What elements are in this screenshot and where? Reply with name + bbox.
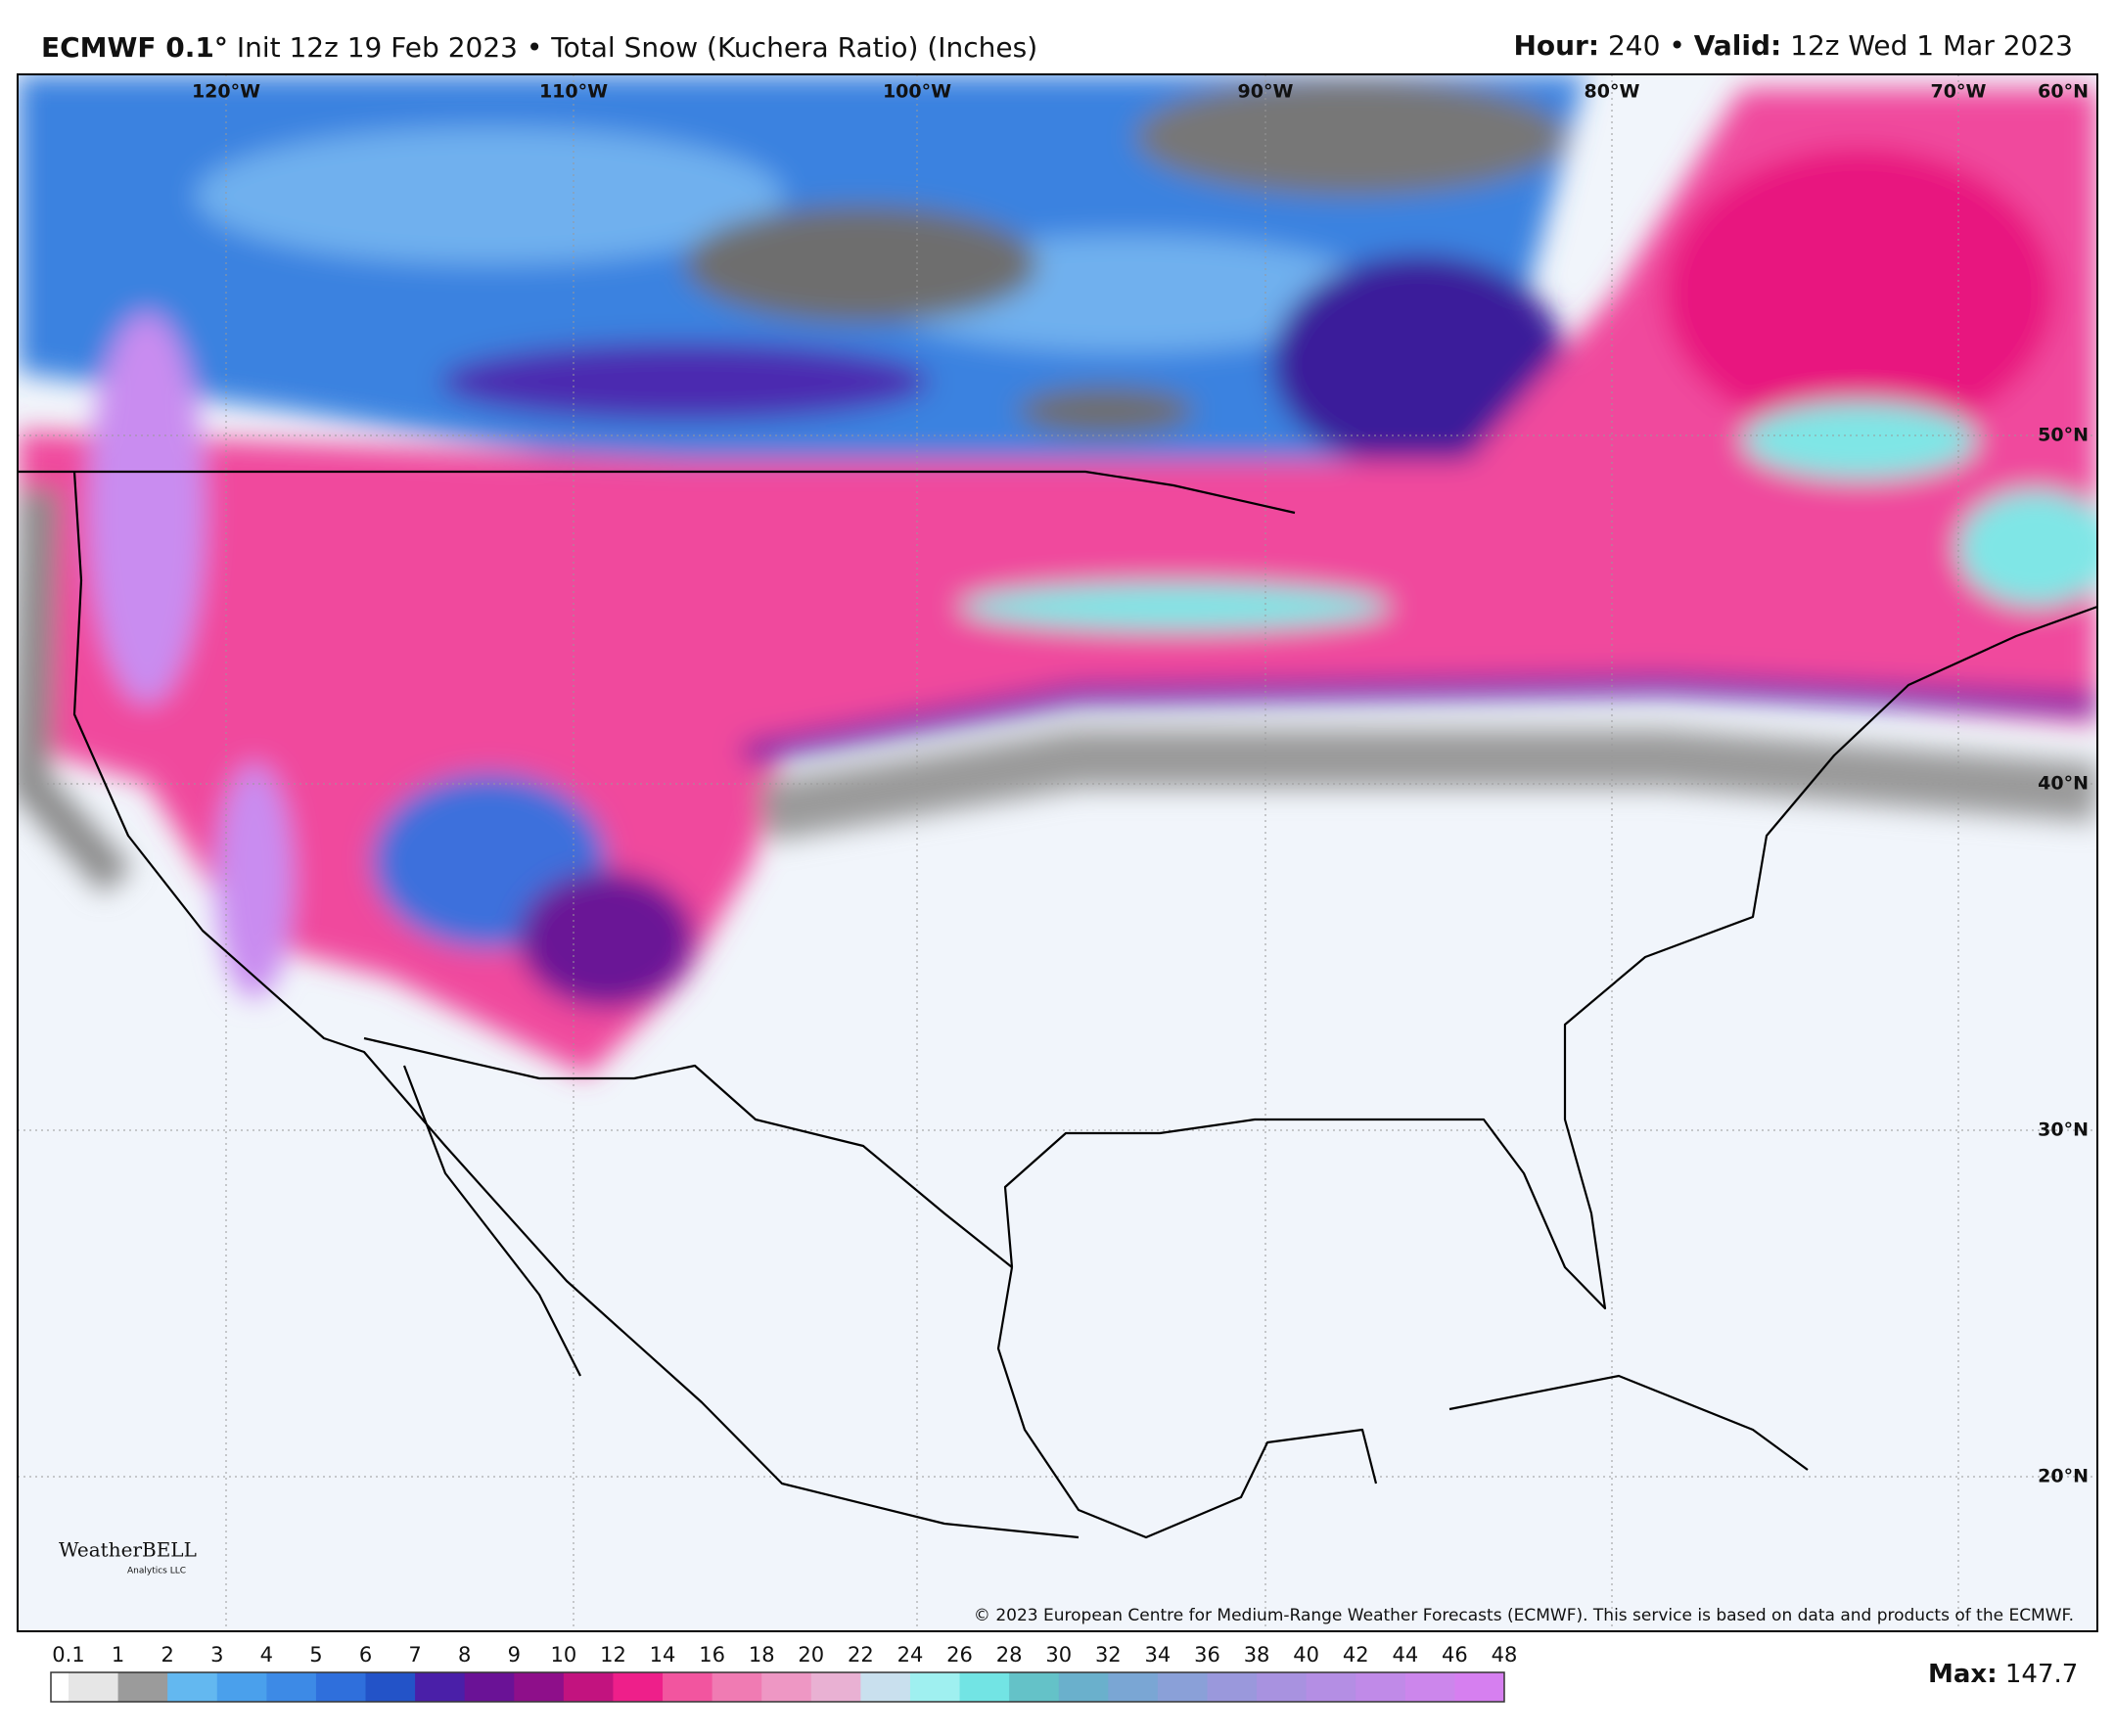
lon-label: 110°W	[539, 81, 608, 103]
max-label: Max:	[1928, 1660, 1998, 1689]
colorbar-tick-label: 3	[210, 1643, 223, 1667]
logo: WeatherBELL	[59, 1538, 197, 1562]
colorbar-segment	[365, 1672, 416, 1702]
colorbar-tick-label: 26	[946, 1643, 973, 1667]
graticule: 120°W 110°W 100°W 90°W 80°W 70°W 60°N 50°N 40°N 3…	[18, 74, 2097, 1631]
colorbar-segment	[1404, 1672, 1455, 1702]
colorbar-tick-label: 30	[1045, 1643, 1072, 1667]
colorbar-segment	[761, 1672, 812, 1702]
colorbar-start	[51, 1672, 69, 1702]
colorbar-segment	[1157, 1672, 1208, 1702]
lon-label: 120°W	[192, 81, 260, 103]
map-frame	[17, 73, 2098, 1632]
colorbar-segment	[1058, 1672, 1109, 1702]
colorbar-tick-label: 40	[1293, 1643, 1319, 1667]
separator: •	[1669, 29, 1685, 62]
colorbar-segment	[563, 1672, 614, 1702]
lat-label: 30°N	[2038, 1119, 2089, 1141]
separator: •	[527, 31, 543, 64]
colorbar-segment	[1009, 1672, 1060, 1702]
colorbar-tick-label: 42	[1343, 1643, 1369, 1667]
lon-label: 70°W	[1931, 81, 1987, 103]
colorbar-tick-label: 4	[260, 1643, 273, 1667]
colorbar-segment	[514, 1672, 565, 1702]
colorbar-tick-label: 10	[550, 1643, 576, 1667]
colorbar-tick-label: 1	[112, 1643, 124, 1667]
colorbar-tick-label: 22	[848, 1643, 874, 1667]
colorbar-tick-label: 24	[897, 1643, 924, 1667]
hour-label: Hour:	[1513, 29, 1599, 62]
colorbar-tick-label: 6	[359, 1643, 372, 1667]
colorbar-segment	[712, 1672, 762, 1702]
colorbar-segment	[1454, 1672, 1505, 1702]
run: Init 12z 19 Feb 2023	[237, 31, 518, 64]
colorbar-segment	[613, 1672, 664, 1702]
colorbar-tick-label: 36	[1194, 1643, 1220, 1667]
colorbar-tick-label: 20	[798, 1643, 824, 1667]
colorbar-frame	[50, 1671, 1505, 1703]
max-value: 147.7	[2005, 1660, 2078, 1689]
boundaries	[18, 470, 2097, 1539]
colorbar-tick-label: 0.1	[52, 1643, 84, 1667]
colorbar-tick-label: 28	[996, 1643, 1023, 1667]
colorbar-segment	[266, 1672, 317, 1702]
colorbar: 0.1 1 2 3 4 5 6 7 8 9 10 12 14 16 18 20 22 24 26 28 30 32 34 36…	[50, 1643, 1518, 1703]
valid-label: Valid:	[1694, 29, 1781, 62]
colorbar-tick-label: 38	[1244, 1643, 1270, 1667]
lat-label: 60°N	[2038, 81, 2089, 103]
colorbar-tick-label: 7	[408, 1643, 421, 1667]
colorbar-segment	[69, 1672, 119, 1702]
lon-label: 90°W	[1238, 81, 1294, 103]
colorbar-tick-label: 16	[699, 1643, 725, 1667]
max: Max: 147.7	[1928, 1660, 2078, 1689]
lon-label: 80°W	[1585, 81, 1640, 103]
colorbar-segment	[860, 1672, 911, 1702]
hour: 240	[1608, 29, 1660, 62]
copyright: © 2023 European Centre for Medium-Range …	[974, 1606, 2074, 1625]
colorbar-tick-label: 48	[1492, 1643, 1518, 1667]
product: Total Snow (Kuchera Ratio) (Inches)	[550, 31, 1037, 64]
colorbar-tick-label: 34	[1145, 1643, 1172, 1667]
colorbar-segment	[167, 1672, 218, 1702]
colorbar-segment	[415, 1672, 466, 1702]
colorbar-tick-label: 44	[1392, 1643, 1418, 1667]
colorbar-segment	[810, 1672, 861, 1702]
model: ECMWF 0.1°	[41, 31, 228, 64]
colorbar-tick-label: 46	[1442, 1643, 1468, 1667]
colorbar-tick-label: 14	[650, 1643, 676, 1667]
colorbar-segment	[1356, 1672, 1406, 1702]
colorbar-segment	[315, 1672, 367, 1702]
valid: 12z Wed 1 Mar 2023	[1790, 29, 2073, 62]
snow-field	[18, 74, 2097, 1076]
colorbar-segment	[909, 1672, 961, 1702]
colorbar-tick-label: 12	[600, 1643, 626, 1667]
colorbar-tick-label: 2	[161, 1643, 173, 1667]
colorbar-tick-label: 32	[1095, 1643, 1122, 1667]
map: 120°W 110°W 100°W 90°W 80°W 70°W 60°N 50°N 40°N 3…	[18, 74, 2097, 1631]
lat-label: 50°N	[2038, 425, 2089, 446]
lat-label: 40°N	[2038, 773, 2089, 795]
colorbar-segment	[464, 1672, 515, 1702]
colorbar-segment	[1306, 1672, 1356, 1702]
header-right: Hour: 240 • Valid: 12z Wed 1 Mar 2023	[1513, 29, 2073, 62]
lon-label: 100°W	[883, 81, 951, 103]
colorbar-segment	[117, 1672, 168, 1702]
colorbar-segment	[959, 1672, 1010, 1702]
colorbar-tick-label: 8	[458, 1643, 471, 1667]
logo-sub: Analytics LLC	[127, 1567, 186, 1576]
colorbar-segment	[216, 1672, 267, 1702]
colorbar-tick-label: 9	[508, 1643, 521, 1667]
colorbar-segment	[663, 1672, 713, 1702]
colorbar-tick-label: 18	[749, 1643, 775, 1667]
header-left: ECMWF 0.1° Init 12z 19 Feb 2023 • Total …	[41, 31, 1037, 64]
colorbar-segment	[1207, 1672, 1258, 1702]
colorbar-segment	[1257, 1672, 1308, 1702]
colorbar-tick-label: 5	[309, 1643, 322, 1667]
colorbar-segment	[1108, 1672, 1159, 1702]
lat-label: 20°N	[2038, 1466, 2089, 1487]
